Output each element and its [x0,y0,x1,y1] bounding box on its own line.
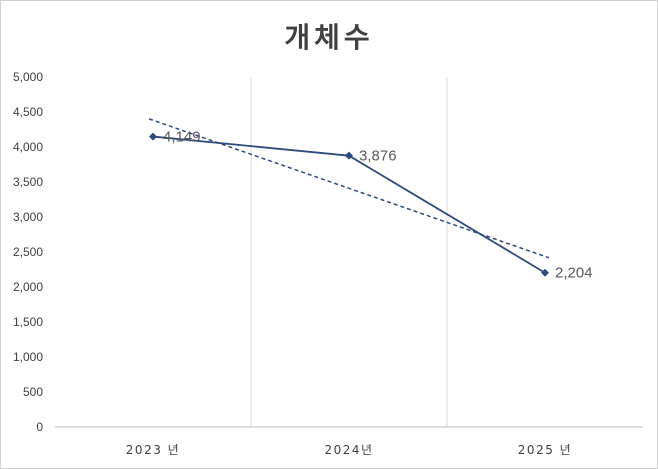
x-axis-ticks: 2023 년 2024년 2025 년 [126,443,572,457]
gridlines [55,77,643,428]
data-label: 3,876 [359,148,397,165]
data-label: 2,204 [555,265,593,282]
data-labels: 4,149 3,876 2,204 [163,129,593,282]
data-point-marker [345,151,353,160]
y-tick-label: 1,500 [13,315,43,329]
data-label: 4,149 [163,129,201,146]
chart-title: 개체수 [284,21,373,54]
y-axis-ticks: 0 500 1,000 1,500 2,000 2,500 3,000 3,500 4,000 4… [13,70,43,434]
x-tick-label: 2023 년 [126,443,180,457]
y-tick-label: 3,500 [13,175,43,189]
y-tick-label: 0 [36,420,43,434]
y-tick-label: 500 [23,385,43,399]
y-tick-label: 4,000 [13,140,43,154]
y-tick-label: 1,000 [13,350,43,364]
y-tick-label: 2,000 [13,280,43,294]
y-tick-label: 5,000 [13,70,43,84]
y-tick-label: 4,500 [13,105,43,119]
series-layer [149,132,549,277]
x-tick-label: 2025 년 [518,443,572,457]
y-tick-label: 3,000 [13,210,43,224]
trendline [148,118,550,259]
y-tick-label: 2,500 [13,245,43,259]
data-point-marker [149,132,157,141]
data-point-marker [541,268,549,277]
trendline-layer [148,118,550,259]
x-tick-label: 2024년 [324,443,373,457]
